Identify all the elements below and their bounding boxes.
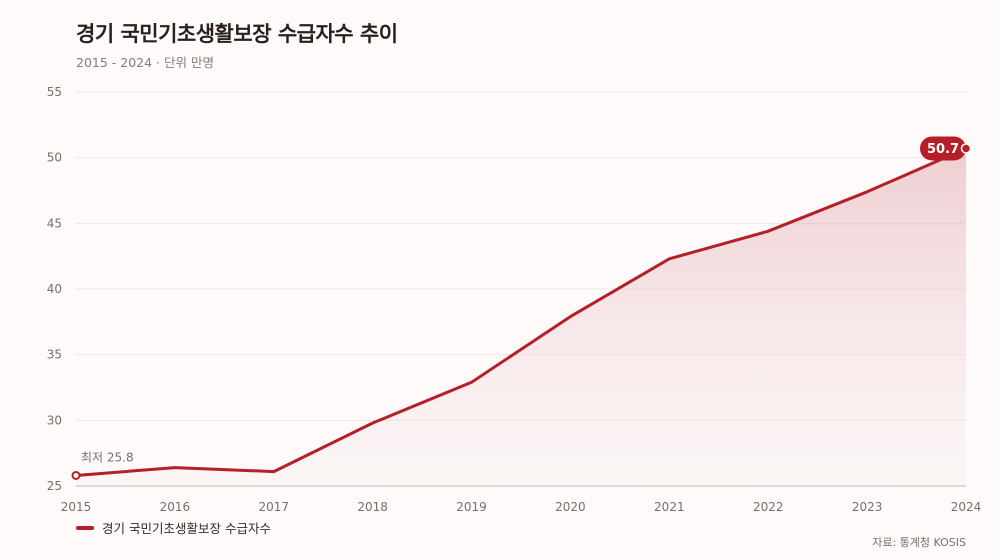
legend: 경기 국민기초생활보장 수급자수 xyxy=(76,518,271,537)
x-tick-label: 2024 xyxy=(951,500,982,514)
x-tick-label: 2019 xyxy=(456,500,487,514)
y-tick-label: 25 xyxy=(47,479,62,493)
y-tick-label: 30 xyxy=(47,413,62,427)
chart-subtitle: 2015 - 2024 · 단위 만명 xyxy=(76,55,214,70)
series-line xyxy=(74,147,968,477)
y-tick-label: 45 xyxy=(47,216,62,230)
x-tick-label: 2020 xyxy=(555,500,586,514)
max-badge-background xyxy=(920,136,966,161)
min-marker xyxy=(71,470,81,480)
x-tick-label: 2018 xyxy=(357,500,388,514)
series-area xyxy=(76,148,966,486)
x-tick-label: 2021 xyxy=(654,500,685,514)
x-tick-label: 2017 xyxy=(259,500,290,514)
y-tick-label: 50 xyxy=(47,151,62,165)
chart-title: 경기 국민기초생활보장 수급자수 추이 xyxy=(76,22,398,46)
x-axis-ticks: 2015 2016 2017 2018 2019 2020 2021 2022 2023 2024 xyxy=(61,500,982,514)
source-note: 자료: 통계청 KOSIS xyxy=(872,536,966,549)
x-tick-label: 2023 xyxy=(852,500,883,514)
max-badge-label: 50.7 xyxy=(927,142,959,157)
min-annotation: 최저 25.8 xyxy=(81,450,134,464)
legend-label: 경기 국민기초생활보장 수급자수 xyxy=(102,521,271,536)
y-axis-ticks: 25 30 35 40 45 50 55 xyxy=(47,85,62,493)
x-tick-label: 2015 xyxy=(61,500,92,514)
max-badge: 50.7 xyxy=(920,136,966,161)
legend-swatch xyxy=(76,525,94,530)
y-tick-label: 40 xyxy=(47,282,62,296)
max-marker xyxy=(960,143,972,154)
y-tick-label: 55 xyxy=(47,85,62,99)
y-tick-label: 35 xyxy=(47,348,62,362)
x-tick-label: 2016 xyxy=(160,500,191,514)
x-tick-label: 2022 xyxy=(753,500,784,514)
